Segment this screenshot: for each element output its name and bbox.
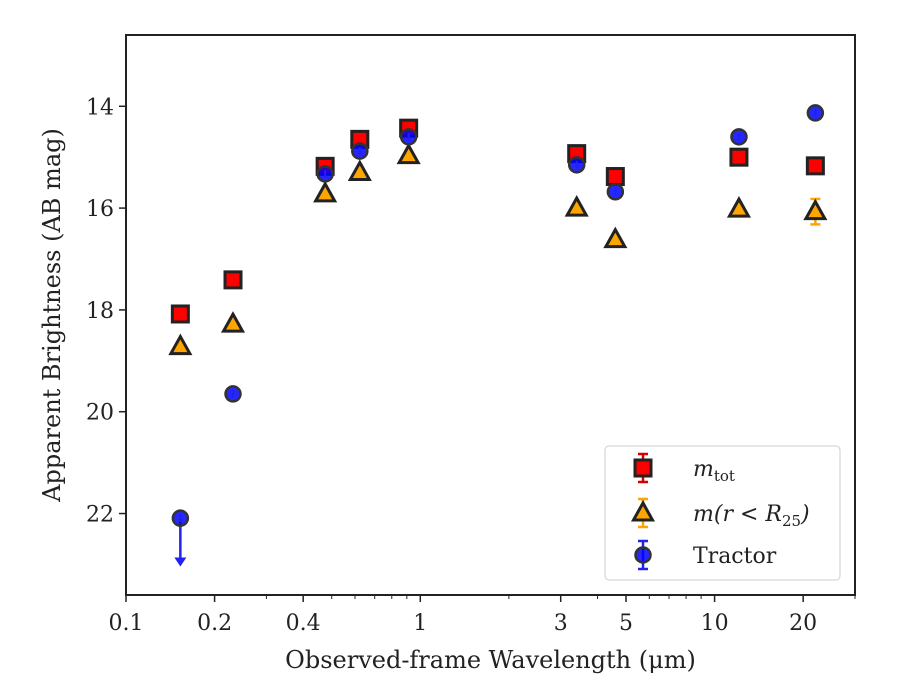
data-point [223,270,243,290]
legend-label: mtot [693,457,735,485]
data-point [224,385,242,403]
x-tick-label: 5 [619,611,633,636]
triangle-marker [603,226,628,249]
x-tick-label: 0.1 [109,611,144,636]
y-axis-label: Apparent Brightness (AB mag) [38,128,66,503]
data-point [805,156,825,176]
square-marker [805,156,825,176]
legend-label-main: m [693,457,714,482]
data-point [171,509,190,567]
data-point [220,311,246,333]
data-point [170,304,190,324]
data-point [730,128,748,146]
upper-limit-arrow [174,557,187,567]
data-point [603,226,628,249]
y-tick-label: 14 [86,95,114,120]
legend-item: Tractor [634,539,777,571]
data-point [605,167,625,187]
legend-label-main: m(r < R [693,502,782,527]
legend-square-marker [633,458,653,478]
x-tick-label: 1 [413,611,427,636]
x-axis: 0.1 0.2 0.4 1 3 5 10 20 [109,595,856,636]
legend-triangle-marker [630,499,656,522]
x-tick-label: 0.2 [197,611,232,636]
data-point [316,165,334,183]
plot-area [168,104,828,567]
data-point [726,196,752,218]
legend: mtot m(r < R25) Tractor [604,445,841,581]
data-point [351,142,369,160]
square-marker [729,147,749,167]
triangle-marker [396,142,421,165]
y-tick-label: 22 [86,503,114,528]
y-tick-label: 18 [86,299,114,324]
legend-label: Tractor [693,544,777,569]
triangle-marker [313,180,338,203]
data-point [399,128,418,146]
y-axis: 14 16 18 20 22 [86,95,126,528]
data-point [396,142,421,165]
y-tick-label: 20 [86,401,114,426]
legend-item: m(r < R25) [630,497,810,530]
triangle-marker [168,333,193,356]
data-point [606,183,625,201]
y-tick-label: 16 [86,197,114,222]
triangle-marker [726,196,752,218]
legend-label-subscript: tot [714,467,735,485]
legend-item: mtot [633,452,735,485]
x-tick-label: 0.4 [286,611,321,636]
square-marker [170,304,190,324]
legend-label-main: Tractor [693,544,777,569]
data-point [806,104,825,122]
triangle-marker [803,198,828,221]
x-tick-label: 3 [554,611,568,636]
data-point [564,195,589,217]
data-point [347,159,372,181]
x-tick-label: 20 [789,611,817,636]
data-point [313,180,338,203]
x-tick-label: 10 [701,611,729,636]
triangle-marker [220,311,246,333]
square-marker [223,270,243,290]
legend-label-end: ) [800,502,810,527]
data-point [567,156,586,174]
data-point [729,147,749,167]
legend-circle-marker [634,546,652,564]
square-marker [605,167,625,187]
legend-label: m(r < R25) [693,502,810,530]
plot-frame [125,34,856,596]
legend-box [604,445,841,581]
data-point [803,197,828,226]
x-axis-label: Observed-frame Wavelength (μm) [285,646,696,674]
triangle-marker [564,195,589,217]
data-point [168,333,193,356]
legend-label-subscript: 25 [782,512,801,530]
triangle-marker [347,159,372,181]
